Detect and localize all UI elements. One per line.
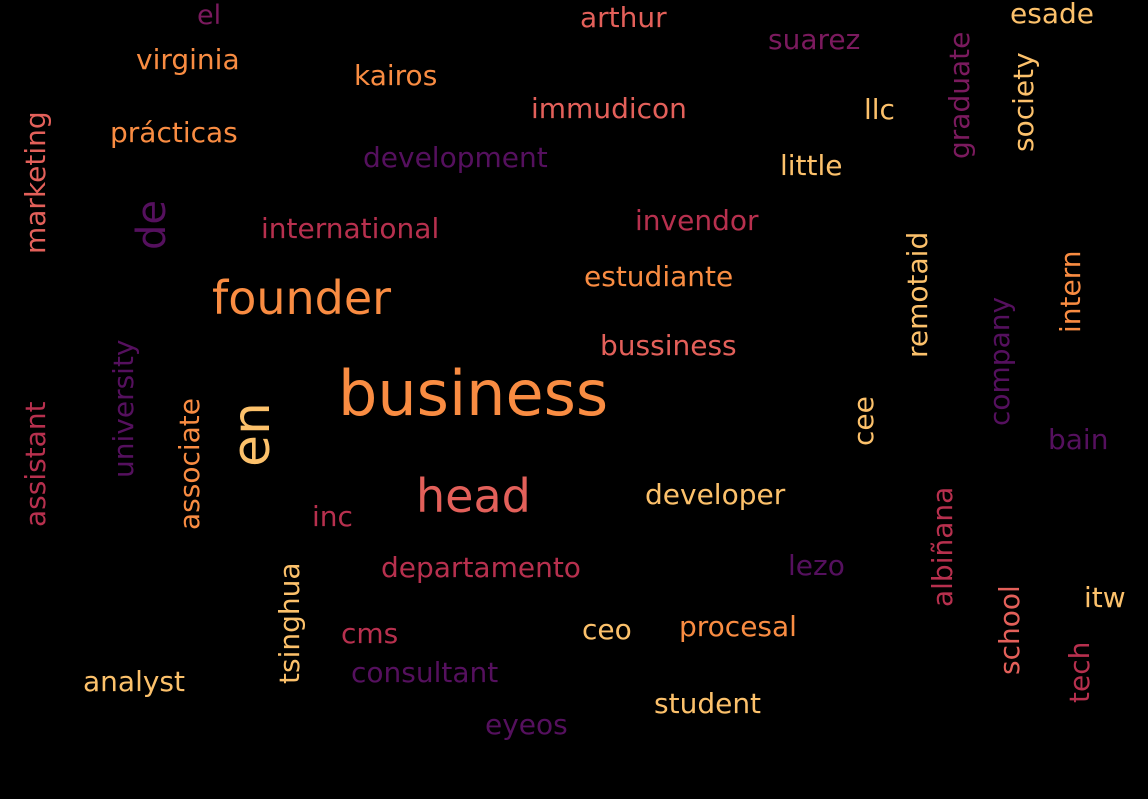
word-head: head bbox=[416, 469, 531, 523]
word-llc: llc bbox=[864, 93, 895, 126]
word-ceo: ceo bbox=[582, 613, 632, 646]
word-cee: cee bbox=[847, 396, 880, 446]
word-cms: cms bbox=[341, 617, 399, 650]
word-company: company bbox=[983, 296, 1016, 426]
word-society: society bbox=[1007, 52, 1040, 152]
word-lezo: lezo bbox=[788, 549, 845, 582]
word-intern: intern bbox=[1054, 250, 1087, 334]
word-virginia: virginia bbox=[136, 43, 240, 76]
word-remotaid: remotaid bbox=[901, 231, 934, 358]
word-de: de bbox=[129, 200, 175, 250]
word-associate: associate bbox=[173, 397, 206, 530]
word-development: development bbox=[363, 141, 548, 174]
word-kairos: kairos bbox=[354, 59, 438, 92]
word-practicas: prácticas bbox=[110, 116, 238, 149]
word-eyeos: eyeos bbox=[485, 708, 568, 741]
word-esade: esade bbox=[1010, 0, 1094, 30]
word-analyst: analyst bbox=[83, 665, 185, 698]
word-immudicon: immudicon bbox=[531, 92, 687, 125]
word-en: en bbox=[222, 402, 282, 467]
word-business: business bbox=[338, 357, 609, 430]
word-assistant: assistant bbox=[19, 401, 52, 527]
word-founder: founder bbox=[212, 271, 392, 325]
word-itw: itw bbox=[1084, 581, 1126, 614]
word-invendor: invendor bbox=[635, 204, 759, 237]
word-estudiante: estudiante bbox=[584, 260, 734, 293]
word-little: little bbox=[780, 149, 843, 182]
word-procesal: procesal bbox=[679, 610, 797, 643]
word-el: el bbox=[197, 0, 222, 31]
word-inc: inc bbox=[312, 500, 353, 533]
word-albinana: albiñana bbox=[926, 486, 959, 607]
word-arthur: arthur bbox=[580, 1, 667, 34]
word-bain: bain bbox=[1048, 423, 1109, 456]
word-bussiness: bussiness bbox=[600, 329, 737, 362]
word-departamento: departamento bbox=[381, 551, 581, 584]
word-international: international bbox=[261, 212, 440, 245]
word-school: school bbox=[993, 585, 1026, 675]
word-student: student bbox=[654, 687, 762, 720]
word-consultant: consultant bbox=[351, 656, 499, 689]
word-developer: developer bbox=[645, 478, 786, 511]
word-graduate: graduate bbox=[943, 31, 976, 159]
word-suarez: suarez bbox=[768, 23, 861, 56]
word-tech: tech bbox=[1063, 641, 1096, 703]
word-marketing: marketing bbox=[19, 111, 52, 254]
word-university: university bbox=[107, 339, 140, 479]
word-tsinghua: tsinghua bbox=[273, 562, 306, 684]
